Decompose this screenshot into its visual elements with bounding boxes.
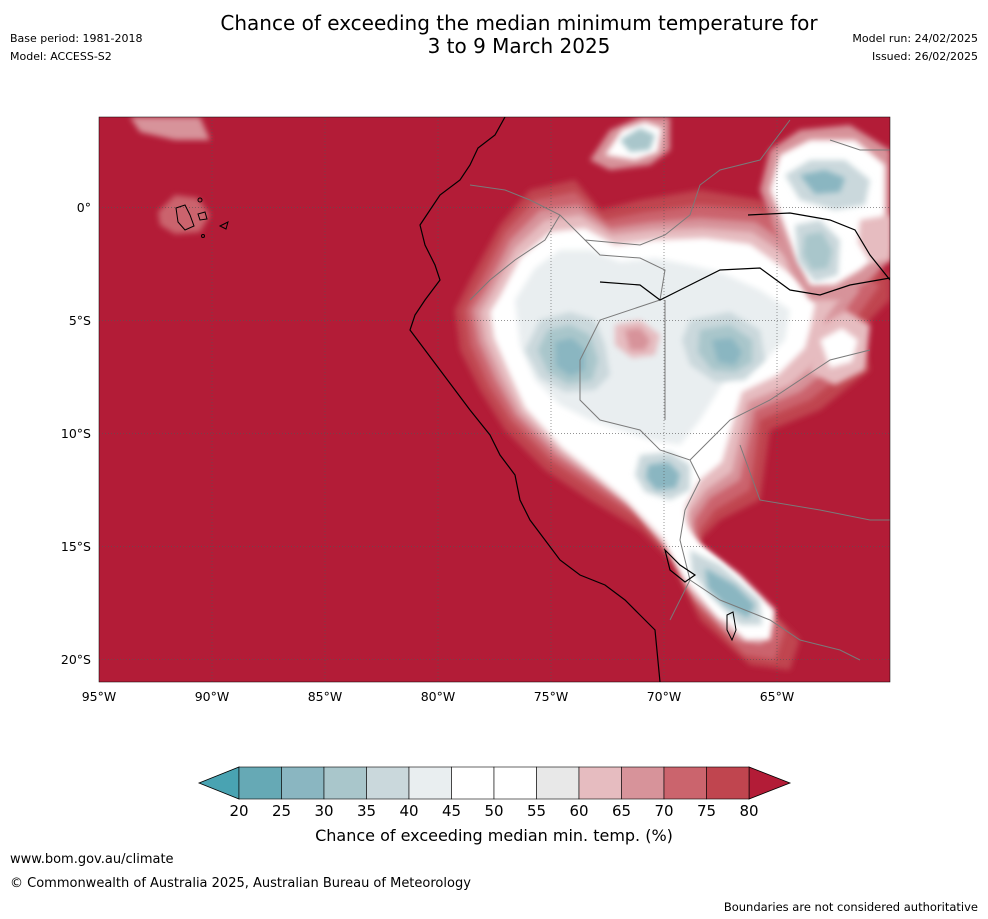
colorbar-tick-label: 50: [484, 802, 503, 820]
lon-tick-label: 75°W: [534, 689, 569, 704]
colorbar-tick-label: 35: [357, 802, 376, 820]
probability-region: [625, 328, 650, 350]
colorbar-low-extend: [197, 766, 240, 800]
lon-tick-label: 85°W: [308, 689, 343, 704]
colorbar-segment: [536, 766, 580, 800]
colorbar-tick-label: 65: [612, 802, 631, 820]
title-line-2: 3 to 9 March 2025: [427, 34, 611, 58]
probability-region: [646, 462, 680, 490]
colorbar: 20 25 30 35 40 45 50 55 60 65 70 75 80: [197, 766, 792, 820]
base-period-text: Base period: 1981-2018: [10, 32, 143, 45]
lon-tick-label: 65°W: [760, 689, 795, 704]
probability-region: [800, 170, 845, 194]
colorbar-tick-label: 75: [697, 802, 716, 820]
colorbar-tick-label: 60: [569, 802, 588, 820]
colorbar-segment: [493, 766, 537, 800]
coastline: [409, 117, 890, 682]
map-title: Chance of exceeding the median minimum t…: [150, 12, 888, 58]
lat-tick-label: 20°S: [61, 652, 91, 667]
lon-tick-label: 90°W: [195, 689, 230, 704]
map-panel: [99, 117, 890, 682]
colorbar-tick-label: 20: [229, 802, 248, 820]
colorbar-tick-label: 30: [314, 802, 333, 820]
title-line-1: Chance of exceeding the median minimum t…: [220, 11, 818, 35]
probability-region: [620, 128, 655, 152]
colorbar-tick-label: 25: [272, 802, 291, 820]
colorbar-tick-label: 70: [654, 802, 673, 820]
probability-region: [158, 195, 210, 234]
lat-tick-label: 5°S: [69, 313, 91, 328]
probability-contours: [130, 117, 890, 670]
colorbar-segment: [578, 766, 622, 800]
lake-titicaca: [726, 611, 737, 642]
lon-tick-label: 70°W: [647, 689, 682, 704]
probability-region: [130, 117, 210, 140]
probability-region: [803, 232, 832, 270]
lon-tick-label: 95°W: [82, 689, 117, 704]
lat-tick-label: 0°: [77, 200, 91, 215]
probability-region: [858, 215, 890, 262]
probability-region: [705, 568, 755, 618]
colorbar-segment: [451, 766, 495, 800]
country-borders: [469, 119, 890, 661]
colorbar-segment: [366, 766, 410, 800]
colorbar-tick-label: 45: [442, 802, 461, 820]
colorbar-segment: [621, 766, 665, 800]
probability-region: [820, 328, 858, 368]
probability-region: [712, 338, 742, 365]
disclaimer-text: Boundaries are not considered authoritat…: [723, 900, 978, 914]
colorbar-segment: [281, 766, 325, 800]
lat-tick-label: 15°S: [61, 539, 91, 554]
colorbar-tick-label: 55: [527, 802, 546, 820]
model-run-text: Model run: 24/02/2025: [852, 32, 978, 45]
lon-tick-label: 80°W: [421, 689, 456, 704]
longitude-tick-labels: 95°W 90°W 85°W 80°W 75°W 70°W 65°W: [82, 689, 795, 704]
latitude-tick-labels: 0° 5°S 10°S 15°S 20°S: [61, 200, 91, 667]
model-text: Model: ACCESS-S2: [10, 50, 112, 63]
colorbar-segment: [706, 766, 750, 800]
colorbar-segment: [238, 766, 282, 800]
colorbar-segment: [323, 766, 367, 800]
issued-text: Issued: 26/02/2025: [871, 50, 978, 63]
map-frame: [98, 116, 891, 683]
colorbar-label: Chance of exceeding median min. temp. (%…: [315, 826, 673, 845]
colorbar-tick-label: 40: [399, 802, 418, 820]
left-metadata: Base period: 1981-2018 Model: ACCESS-S2: [10, 32, 142, 68]
probability-region: [555, 338, 585, 376]
colorbar-segment: [663, 766, 707, 800]
colorbar-high-extend: [748, 766, 792, 800]
lat-tick-label: 10°S: [61, 426, 91, 441]
colorbar-segment: [408, 766, 452, 800]
website-link[interactable]: www.bom.gov.au/climate: [10, 852, 174, 867]
right-metadata: Model run: 24/02/2025 Issued: 26/02/2025: [852, 32, 978, 68]
map-gridlines: [99, 117, 890, 682]
copyright-text: © Commonwealth of Australia 2025, Austra…: [10, 876, 471, 891]
colorbar-tick-label: 80: [739, 802, 758, 820]
galapagos-islands: [175, 197, 229, 238]
